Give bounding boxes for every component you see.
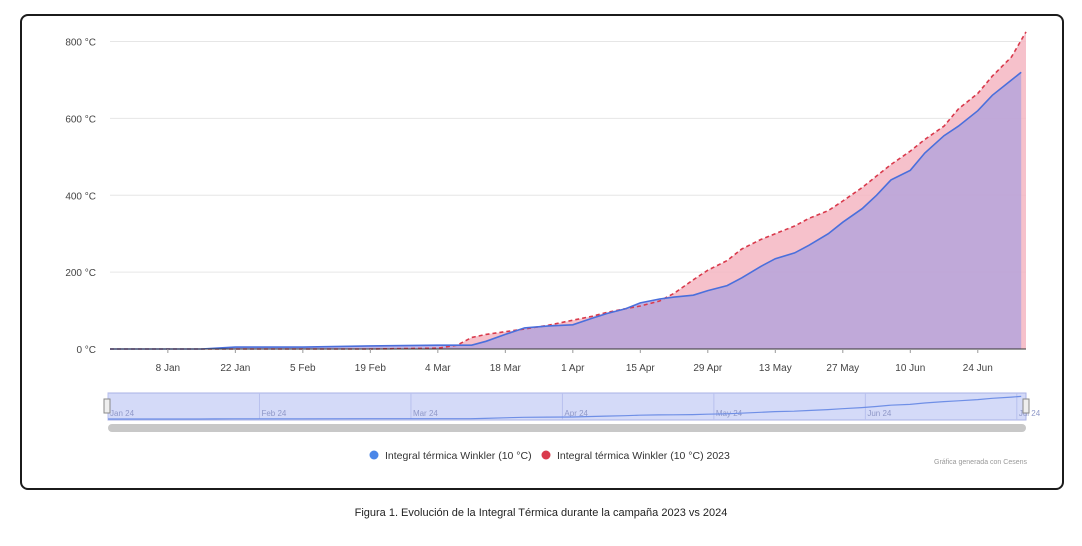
navigator-scrollbar[interactable] bbox=[108, 424, 1026, 432]
y-tick-label: 600 °C bbox=[65, 114, 96, 125]
x-tick-label: 22 Jan bbox=[220, 363, 250, 374]
x-tick-label: 1 Apr bbox=[561, 363, 585, 374]
figure-caption: Figura 1. Evolución de la Integral Térmi… bbox=[354, 507, 728, 519]
y-tick-label: 200 °C bbox=[65, 268, 96, 279]
navigator-line bbox=[108, 395, 1022, 420]
y-tick-label: 400 °C bbox=[65, 191, 96, 202]
x-tick-labels: 8 Jan 22 Jan 5 Feb 19 Feb 4 Mar 18 Mar 1 Apr 15… bbox=[156, 349, 993, 374]
navigator-right-handle[interactable] bbox=[1022, 398, 1030, 414]
legend-label-2023: Integral térmica Winkler (10 °C) 2023 bbox=[557, 450, 730, 462]
navigator-label: Jul 24 bbox=[1019, 409, 1041, 418]
navigator-label: Mar 24 bbox=[413, 409, 438, 418]
navigator-label: Jan 24 bbox=[110, 409, 135, 418]
legend-marker-2024 bbox=[369, 450, 379, 460]
y-tick-label: 800 °C bbox=[65, 38, 96, 49]
x-tick-label: 13 May bbox=[759, 363, 792, 374]
x-tick-label: 8 Jan bbox=[156, 363, 180, 374]
x-tick-label: 29 Apr bbox=[693, 363, 723, 374]
legend-marker-2023 bbox=[541, 450, 551, 460]
y-tick-label: 0 °C bbox=[76, 345, 96, 356]
x-tick-label: 27 May bbox=[826, 363, 859, 374]
x-tick-label: 5 Feb bbox=[290, 363, 316, 374]
legend-label-2024: Integral térmica Winkler (10 °C) bbox=[385, 450, 532, 462]
legend: Integral térmica Winkler (10 °C) Integra… bbox=[369, 450, 730, 462]
series-areas bbox=[110, 31, 1026, 350]
navigator-label: Feb 24 bbox=[261, 409, 286, 418]
y-tick-labels: 0 °C 200 °C 400 °C 600 °C 800 °C bbox=[65, 38, 96, 356]
x-tick-label: 18 Mar bbox=[490, 363, 522, 374]
x-tick-label: 10 Jun bbox=[895, 363, 925, 374]
navigator-label: Jun 24 bbox=[867, 409, 892, 418]
x-tick-label: 24 Jun bbox=[963, 363, 993, 374]
navigator-label: Apr 24 bbox=[564, 409, 588, 418]
series-lines bbox=[110, 31, 1027, 350]
series-2024-area bbox=[110, 72, 1022, 350]
x-tick-label: 4 Mar bbox=[425, 363, 451, 374]
x-tick-label: 15 Apr bbox=[626, 363, 656, 374]
series-2024-line bbox=[110, 71, 1022, 350]
navigator-left-handle[interactable] bbox=[103, 398, 111, 414]
chart-credit: Gráfica generada con Cesens bbox=[934, 459, 1027, 466]
series-2023-line bbox=[110, 31, 1027, 350]
x-tick-label: 19 Feb bbox=[355, 363, 387, 374]
